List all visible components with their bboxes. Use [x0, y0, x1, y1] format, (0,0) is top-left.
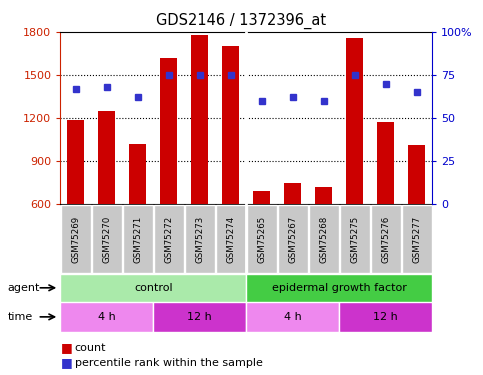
Text: agent: agent	[7, 283, 40, 293]
Text: percentile rank within the sample: percentile rank within the sample	[75, 358, 263, 368]
Text: GSM75269: GSM75269	[71, 216, 80, 262]
FancyBboxPatch shape	[278, 205, 308, 273]
Bar	[315, 187, 332, 204]
FancyBboxPatch shape	[401, 205, 432, 273]
Bar	[377, 122, 394, 204]
Bar	[129, 144, 146, 204]
Bar	[253, 191, 270, 204]
FancyBboxPatch shape	[247, 205, 277, 273]
FancyBboxPatch shape	[154, 302, 246, 332]
Text: GSM75276: GSM75276	[381, 215, 390, 262]
Bar	[191, 35, 208, 204]
Text: GSM75265: GSM75265	[257, 215, 266, 262]
FancyBboxPatch shape	[215, 205, 246, 273]
Text: GDS2146 / 1372396_at: GDS2146 / 1372396_at	[156, 13, 327, 29]
FancyBboxPatch shape	[123, 205, 153, 273]
Text: 12 h: 12 h	[187, 312, 212, 322]
Bar	[222, 46, 240, 204]
Bar	[346, 38, 363, 204]
Text: 4 h: 4 h	[284, 312, 302, 322]
Text: GSM75271: GSM75271	[133, 215, 142, 262]
Bar	[99, 111, 115, 204]
Text: control: control	[134, 283, 172, 293]
FancyBboxPatch shape	[246, 274, 432, 302]
Text: 4 h: 4 h	[98, 312, 116, 322]
FancyBboxPatch shape	[185, 205, 215, 273]
Text: GSM75268: GSM75268	[319, 215, 328, 262]
Text: 12 h: 12 h	[373, 312, 398, 322]
FancyBboxPatch shape	[309, 205, 339, 273]
FancyBboxPatch shape	[60, 302, 154, 332]
Text: GSM75275: GSM75275	[350, 215, 359, 262]
Text: GSM75274: GSM75274	[227, 215, 235, 262]
Text: ■: ■	[60, 357, 72, 369]
Text: GSM75270: GSM75270	[102, 215, 112, 262]
Text: GSM75273: GSM75273	[195, 215, 204, 262]
Bar	[160, 58, 177, 204]
Text: time: time	[7, 312, 32, 322]
Text: count: count	[75, 343, 106, 353]
FancyBboxPatch shape	[92, 205, 122, 273]
Text: epidermal growth factor: epidermal growth factor	[272, 283, 407, 293]
Bar	[67, 120, 85, 204]
FancyBboxPatch shape	[61, 205, 91, 273]
FancyBboxPatch shape	[60, 274, 246, 302]
Text: GSM75277: GSM75277	[412, 215, 421, 262]
FancyBboxPatch shape	[154, 205, 184, 273]
FancyBboxPatch shape	[339, 302, 432, 332]
FancyBboxPatch shape	[340, 205, 370, 273]
Text: ■: ■	[60, 342, 72, 354]
FancyBboxPatch shape	[370, 205, 401, 273]
Bar	[284, 183, 301, 204]
FancyBboxPatch shape	[246, 302, 339, 332]
Text: GSM75267: GSM75267	[288, 215, 298, 262]
Text: GSM75272: GSM75272	[164, 215, 173, 262]
Bar	[408, 146, 426, 204]
